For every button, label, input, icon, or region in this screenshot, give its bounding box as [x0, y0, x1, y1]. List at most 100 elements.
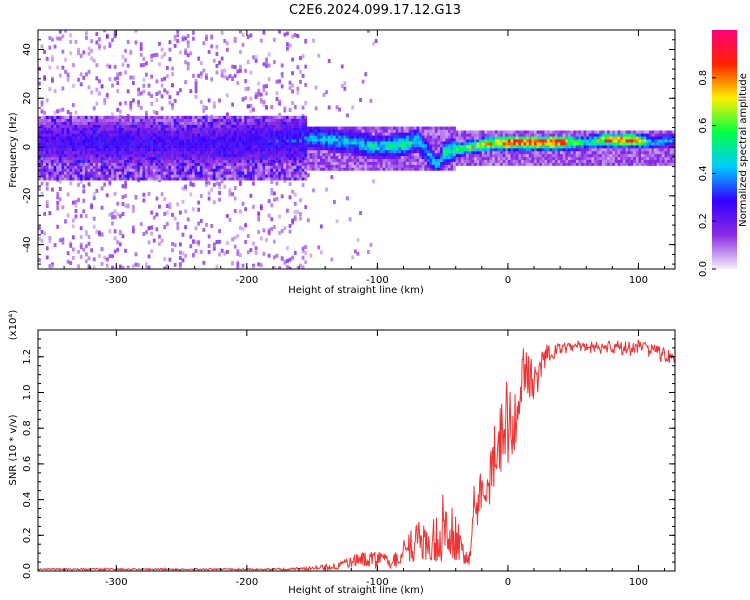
heatmap-cell — [184, 118, 187, 122]
heatmap-cell — [147, 142, 151, 146]
heatmap-cell — [210, 121, 214, 125]
heatmap-cell — [103, 148, 107, 152]
heatmap-cell — [150, 133, 154, 137]
heatmap-cell — [327, 129, 331, 133]
heatmap-cell — [366, 30, 370, 33]
heatmap-cell — [280, 168, 284, 172]
heatmap-cell — [84, 232, 88, 237]
heatmap-cell — [330, 175, 334, 180]
heatmap-cell — [186, 115, 190, 120]
heatmap-cell — [168, 115, 172, 120]
heatmap-cell — [293, 171, 297, 175]
heatmap-cell — [291, 34, 295, 39]
heatmap-cell — [319, 167, 323, 171]
heatmap-cell — [403, 152, 407, 157]
heatmap-cell — [267, 213, 271, 218]
heatmap-cell — [173, 174, 177, 178]
heatmap-cell — [165, 118, 169, 122]
heatmap-cell — [484, 139, 488, 143]
heatmap-cell — [79, 136, 83, 140]
heatmap-cell — [406, 149, 409, 154]
heatmap-cell — [82, 247, 86, 252]
heatmap-cell — [79, 118, 83, 122]
heatmap-cell — [442, 141, 446, 145]
heatmap-cell — [518, 162, 522, 166]
heatmap-cell — [500, 148, 503, 152]
heatmap-cell — [445, 132, 449, 136]
heatmap-cell — [609, 136, 613, 140]
heatmap-cell — [562, 159, 566, 163]
heatmap-cell — [387, 164, 391, 168]
heatmap-cell — [165, 127, 169, 131]
heatmap-cell — [280, 133, 284, 137]
heatmap-cell — [296, 86, 300, 91]
heatmap-cell — [275, 139, 279, 143]
heatmap-cell — [239, 145, 242, 149]
heatmap-cell — [116, 139, 120, 143]
heatmap-cell — [92, 224, 96, 229]
heatmap-cell — [178, 150, 182, 155]
heatmap-cell — [312, 164, 315, 168]
heatmap-cell — [283, 133, 287, 137]
heatmap-cell — [322, 92, 326, 97]
heatmap-cell — [502, 162, 506, 166]
heatmap-cell — [236, 233, 240, 238]
heatmap-cell — [489, 130, 493, 134]
heatmap-cell — [147, 165, 151, 169]
heatmap-cell — [178, 124, 182, 128]
heatmap-cell — [90, 174, 94, 178]
heatmap-cell — [56, 36, 60, 41]
heatmap-cell — [366, 164, 370, 168]
heatmap-cell — [84, 171, 88, 175]
heatmap-cell — [351, 126, 355, 130]
heatmap-cell — [270, 142, 274, 146]
heatmap-cell — [45, 115, 49, 120]
heatmap-cell — [134, 127, 138, 131]
heatmap-cell — [239, 209, 242, 214]
heatmap-cell — [205, 133, 208, 137]
heatmap-cell — [293, 105, 297, 110]
heatmap-cell — [500, 153, 503, 158]
heatmap-cell — [139, 177, 143, 181]
heatmap-cell — [131, 136, 135, 140]
heatmap-cell — [118, 162, 122, 166]
heatmap-cell — [215, 127, 219, 131]
heatmap-cell — [387, 132, 391, 136]
heatmap-cell — [507, 142, 511, 146]
heatmap-cell — [278, 177, 281, 181]
heatmap-cell — [447, 161, 451, 165]
heatmap-cell — [408, 138, 412, 142]
heatmap-cell — [155, 153, 159, 158]
heatmap-cell — [87, 235, 91, 240]
heatmap-cell — [92, 159, 96, 163]
heatmap-cell — [197, 162, 201, 166]
heatmap-cell — [246, 150, 250, 155]
heatmap-cell — [267, 133, 271, 137]
heatmap-cell — [390, 167, 394, 171]
heatmap-cell — [304, 174, 308, 178]
heatmap-cell — [145, 265, 148, 269]
heatmap-cell — [74, 148, 78, 152]
heatmap-cell — [314, 141, 318, 145]
heatmap-cell — [186, 177, 190, 181]
heatmap-cell — [366, 147, 370, 151]
heatmap-cell — [212, 168, 216, 172]
heatmap-cell — [212, 171, 216, 175]
heatmap-cell — [194, 162, 198, 166]
heatmap-cell — [343, 126, 347, 130]
heatmap-cell — [186, 61, 190, 66]
heatmap-cell — [301, 127, 305, 131]
heatmap-cell — [466, 145, 469, 149]
heatmap-cell — [620, 139, 623, 143]
heatmap-cell — [476, 136, 480, 140]
heatmap-cell — [116, 148, 120, 152]
heatmap-cell — [353, 135, 357, 139]
heatmap-cell — [283, 174, 287, 178]
heatmap-cell — [487, 150, 490, 155]
heatmap-cell — [369, 149, 373, 154]
heatmap-cell — [513, 133, 516, 137]
heatmap-cell — [455, 139, 459, 143]
heatmap-cell — [254, 150, 258, 155]
heatmap-cell — [526, 130, 529, 134]
